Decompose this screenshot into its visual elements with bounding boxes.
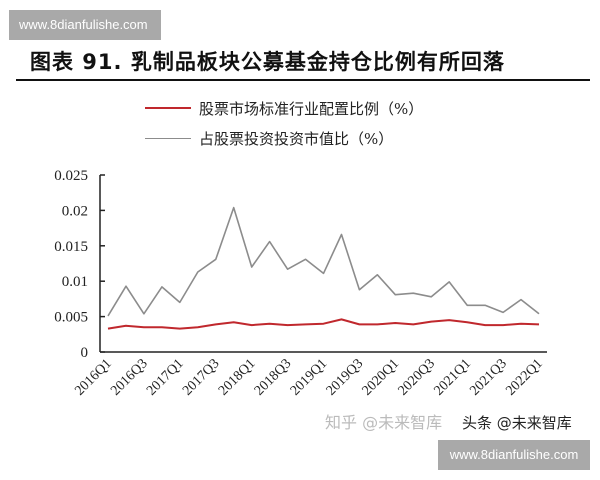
x-tick-label: 2019Q3 (324, 356, 367, 399)
x-tick-label: 2022Q1 (503, 356, 546, 399)
watermark-zhihu: 知乎 @未来智库 (325, 413, 443, 432)
x-tick-label: 2018Q1 (216, 356, 259, 399)
x-tick-label: 2020Q1 (360, 356, 403, 399)
legend-label: 股票市场标准行业配置比例（%） (199, 99, 424, 118)
legend-swatch (145, 137, 191, 139)
y-tick-label: 0.01 (62, 274, 88, 290)
series-line (107, 206, 540, 317)
y-tick-label: 0.015 (54, 239, 88, 255)
y-tick-label: 0 (81, 345, 89, 361)
watermark-bottom: www.8dianfulishe.com (438, 440, 590, 470)
x-tick-label: 2016Q3 (108, 356, 151, 399)
y-tick-label: 0.02 (62, 203, 88, 219)
x-tick-label: 2017Q1 (144, 356, 187, 399)
chart-title: 图表 91. 乳制品板块公募基金持仓比例有所回落 (30, 50, 505, 74)
legend-label: 占股票投资投资市值比（%） (199, 129, 394, 148)
x-tick-label: 2018Q3 (252, 356, 295, 399)
x-tick-label: 2019Q1 (288, 356, 331, 399)
watermark-top: www.8dianfulishe.com (9, 10, 161, 40)
x-tick-label: 2021Q1 (431, 356, 474, 399)
y-tick-label: 0.005 (54, 310, 88, 326)
watermark-toutiao: 头条 @未来智库 (462, 414, 572, 432)
y-tick-label: 0.025 (54, 168, 88, 184)
title-divider (16, 79, 590, 81)
x-tick-label: 2016Q1 (72, 356, 115, 399)
legend-item-market-value-ratio: 占股票投资投资市值比（%） (145, 128, 393, 148)
legend-item-industry-allocation: 股票市场标准行业配置比例（%） (145, 98, 423, 118)
legend-swatch (145, 107, 191, 109)
x-tick-label: 2020Q3 (396, 356, 439, 399)
series-line (107, 318, 540, 330)
x-tick-label: 2021Q3 (467, 356, 510, 399)
x-tick-label: 2017Q3 (180, 356, 223, 399)
